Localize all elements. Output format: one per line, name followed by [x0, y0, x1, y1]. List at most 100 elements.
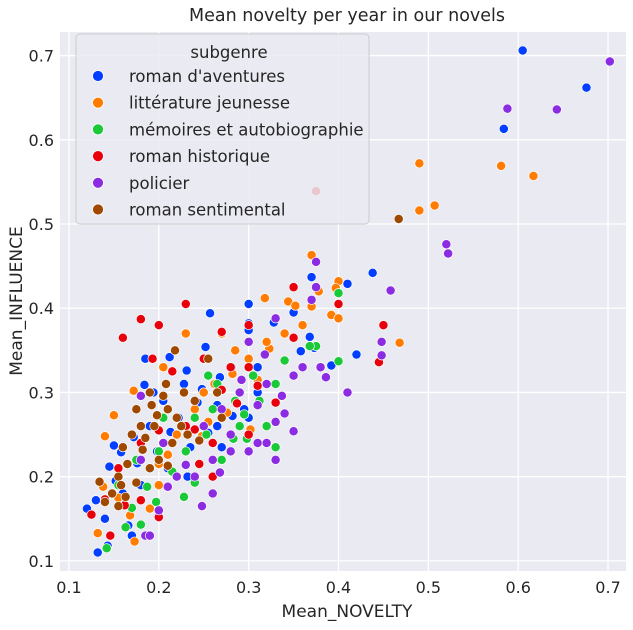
y-tick-labels: 0.1 0.2 0.3 0.4 0.5 0.6 0.7: [29, 47, 54, 571]
legend-marker: [92, 70, 104, 82]
data-point: [171, 429, 182, 440]
data-point: [315, 362, 326, 373]
data-point: [144, 463, 155, 474]
data-point: [502, 103, 513, 114]
legend-label: roman sentimental: [129, 201, 286, 220]
data-point: [441, 239, 452, 250]
data-point: [99, 431, 110, 442]
data-point: [234, 387, 245, 398]
data-point: [216, 326, 227, 337]
data-point: [207, 488, 218, 499]
chart-title: Mean novelty per year in our novels: [189, 6, 505, 26]
data-point: [288, 282, 299, 293]
data-point: [180, 459, 191, 470]
data-point: [290, 300, 301, 311]
data-point: [295, 346, 306, 357]
data-point: [216, 442, 227, 453]
data-point: [367, 267, 378, 278]
data-point: [243, 299, 254, 309]
data-point: [230, 345, 241, 356]
legend-box: [75, 33, 370, 225]
data-point: [248, 370, 259, 381]
data-point: [311, 282, 321, 293]
data-point: [120, 491, 131, 502]
data-point: [135, 454, 146, 465]
data-point: [161, 379, 171, 389]
legend-title: subgenre: [190, 43, 267, 62]
data-point: [153, 505, 164, 516]
data-point: [378, 320, 389, 331]
data-point: [180, 446, 191, 457]
x-tick-label: 0.1: [56, 578, 81, 597]
data-point: [179, 379, 189, 389]
data-point: [144, 530, 155, 541]
data-point: [225, 429, 236, 440]
y-tick-label: 0.2: [29, 468, 54, 487]
data-point: [140, 432, 151, 443]
data-point: [342, 387, 353, 398]
x-tick-label: 0.2: [146, 578, 171, 597]
data-point: [198, 387, 209, 398]
data-point: [236, 374, 247, 385]
data-point: [135, 314, 146, 325]
data-point: [180, 299, 191, 309]
data-point: [108, 410, 119, 421]
data-point: [142, 481, 153, 492]
data-point: [189, 395, 200, 406]
data-point: [129, 536, 140, 547]
data-point: [259, 293, 270, 304]
data-point: [225, 362, 236, 373]
data-point: [128, 385, 139, 396]
data-point: [179, 491, 189, 502]
data-point: [203, 370, 214, 381]
data-point: [581, 82, 592, 93]
data-point: [149, 421, 160, 432]
data-point: [101, 543, 112, 554]
data-point: [116, 480, 127, 491]
data-point: [551, 104, 562, 115]
data-point: [234, 421, 245, 432]
y-tick-label: 0.4: [29, 299, 54, 318]
data-point: [393, 214, 404, 224]
data-point: [86, 509, 97, 520]
data-point: [189, 412, 200, 423]
data-point: [243, 362, 254, 373]
data-point: [203, 353, 214, 364]
data-point: [243, 429, 254, 440]
x-tick-label: 0.3: [236, 578, 261, 597]
data-point: [144, 387, 155, 398]
data-point: [207, 438, 218, 448]
data-point: [243, 446, 254, 457]
data-point: [94, 476, 105, 487]
data-point: [376, 350, 387, 361]
data-point: [304, 331, 315, 342]
x-tick-label: 0.7: [595, 578, 620, 597]
data-point: [261, 438, 272, 448]
data-point: [528, 171, 539, 181]
data-point: [261, 421, 272, 432]
legend-label: mémoires et autobiographie: [129, 120, 364, 139]
data-point: [297, 362, 308, 373]
data-point: [252, 362, 263, 373]
legend-label: roman historique: [129, 147, 270, 166]
data-point: [261, 379, 272, 389]
data-point: [131, 477, 142, 488]
data-point: [270, 442, 281, 453]
data-point: [429, 200, 440, 211]
data-point: [117, 332, 128, 343]
data-point: [182, 429, 193, 440]
data-point: [189, 471, 200, 482]
data-point: [92, 528, 103, 539]
data-point: [270, 397, 281, 408]
legend-items: roman d'aventures littérature jeunesse mém…: [92, 67, 364, 220]
data-point: [105, 530, 116, 541]
data-point: [351, 349, 362, 360]
legend: subgenre roman d'aventures littérature je…: [75, 33, 370, 225]
data-point: [176, 421, 187, 432]
data-point: [288, 426, 299, 437]
data-point: [306, 294, 317, 305]
data-point: [158, 438, 169, 448]
data-point: [198, 421, 209, 432]
data-point: [276, 390, 287, 401]
data-point: [385, 285, 396, 296]
